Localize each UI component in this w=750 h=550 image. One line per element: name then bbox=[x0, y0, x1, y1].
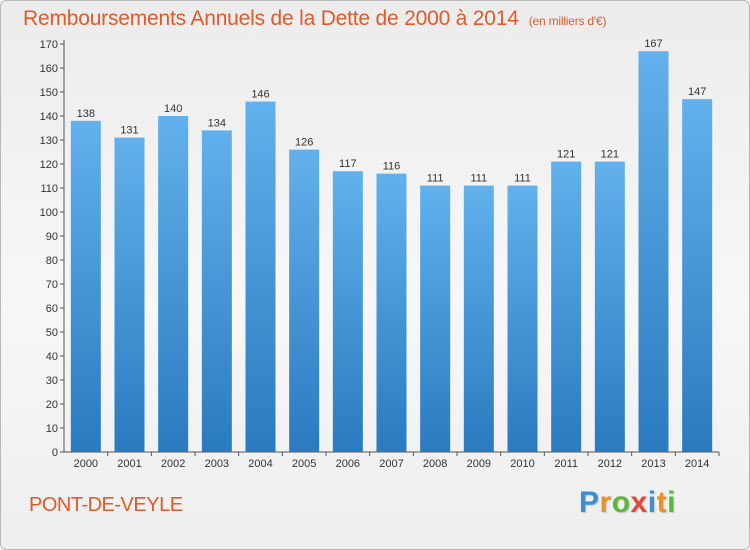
bar-2009 bbox=[463, 185, 494, 452]
x-tick-label-2000: 2000 bbox=[74, 458, 98, 470]
data-label-2010: 111 bbox=[514, 173, 531, 185]
x-tick-label-2009: 2009 bbox=[467, 458, 491, 470]
y-tick-label: 70 bbox=[46, 279, 58, 291]
y-tick-label: 80 bbox=[46, 255, 58, 267]
chart-title: Remboursements Annuels de la Dette de 20… bbox=[23, 7, 606, 31]
data-label-2012: 121 bbox=[601, 149, 619, 161]
logo-letter: i bbox=[647, 486, 657, 519]
y-tick-label: 50 bbox=[46, 327, 58, 339]
x-tick-label-2010: 2010 bbox=[510, 458, 534, 470]
data-label-2005: 126 bbox=[295, 137, 313, 149]
y-tick-label: 100 bbox=[40, 207, 58, 219]
x-tick-label-2012: 2012 bbox=[598, 458, 622, 470]
y-tick-label: 10 bbox=[46, 423, 58, 435]
bar-2008 bbox=[420, 185, 451, 452]
bar-2014 bbox=[682, 99, 713, 452]
commune-name: PONT-DE-VEYLE bbox=[29, 494, 183, 516]
y-tick-label: 130 bbox=[40, 135, 58, 147]
y-tick-label: 170 bbox=[40, 39, 58, 51]
data-label-2007: 116 bbox=[383, 161, 401, 173]
x-tick-label-2001: 2001 bbox=[117, 458, 141, 470]
logo-letter: P bbox=[579, 486, 600, 519]
data-label-2003: 134 bbox=[208, 117, 226, 129]
x-tick-label-2013: 2013 bbox=[641, 458, 665, 470]
y-tick-label: 30 bbox=[46, 375, 58, 387]
bar-2013 bbox=[638, 51, 669, 452]
bar-2006 bbox=[332, 171, 363, 452]
data-label-2000: 138 bbox=[77, 108, 95, 120]
y-tick-label: 160 bbox=[40, 63, 58, 75]
bar-2002 bbox=[158, 116, 189, 452]
data-label-2009: 111 bbox=[470, 173, 487, 185]
bar-2007 bbox=[376, 173, 407, 452]
logo-letter: x bbox=[630, 486, 648, 519]
y-tick-label: 120 bbox=[40, 159, 58, 171]
bar-2010 bbox=[507, 185, 538, 452]
y-tick-label: 60 bbox=[46, 303, 58, 315]
data-label-2001: 131 bbox=[120, 125, 138, 137]
bar-2001 bbox=[114, 137, 145, 452]
y-tick-label: 0 bbox=[52, 447, 58, 459]
y-tick-label: 110 bbox=[40, 183, 58, 195]
x-tick-label-2014: 2014 bbox=[685, 458, 709, 470]
y-tick-label: 20 bbox=[46, 399, 58, 411]
bar-2000 bbox=[70, 120, 101, 453]
x-tick-label-2005: 2005 bbox=[292, 458, 316, 470]
chart-title-text: Remboursements Annuels de la Dette de 20… bbox=[23, 7, 519, 30]
logo-letter: i bbox=[667, 486, 676, 519]
y-tick-label: 40 bbox=[46, 351, 58, 363]
y-tick-label: 90 bbox=[46, 231, 58, 243]
y-tick-label: 150 bbox=[40, 87, 58, 99]
data-label-2008: 111 bbox=[427, 173, 444, 185]
logo-letter: t bbox=[656, 486, 668, 519]
data-label-2011: 121 bbox=[557, 149, 575, 161]
x-tick-label-2007: 2007 bbox=[379, 458, 403, 470]
proxiti-logo: Proxiti bbox=[579, 486, 676, 520]
bars: 138 131 140 134 146 126 117 116 111 111 111 121 121 1… bbox=[70, 38, 713, 453]
bar-2004 bbox=[245, 101, 276, 452]
unit-label: (en milliers d'€) bbox=[528, 14, 607, 28]
data-label-2002: 140 bbox=[164, 103, 182, 115]
bar-2012 bbox=[594, 161, 625, 452]
logo-letter: o bbox=[611, 486, 631, 519]
data-label-2013: 167 bbox=[644, 38, 662, 50]
bar-2005 bbox=[289, 149, 320, 452]
y-tick-label: 140 bbox=[40, 111, 58, 123]
logo-letter: r bbox=[599, 486, 612, 519]
data-label-2004: 146 bbox=[251, 89, 269, 101]
bar-2011 bbox=[551, 161, 582, 452]
x-tick-label-2008: 2008 bbox=[423, 458, 447, 470]
x-tick-label-2002: 2002 bbox=[161, 458, 185, 470]
bar-2003 bbox=[201, 130, 232, 452]
data-label-2014: 147 bbox=[688, 86, 706, 98]
x-tick-label-2006: 2006 bbox=[336, 458, 360, 470]
x-tick-label-2003: 2003 bbox=[205, 458, 229, 470]
data-label-2006: 117 bbox=[339, 158, 357, 170]
x-tick-label-2004: 2004 bbox=[248, 458, 272, 470]
x-tick-label-2011: 2011 bbox=[554, 458, 578, 470]
